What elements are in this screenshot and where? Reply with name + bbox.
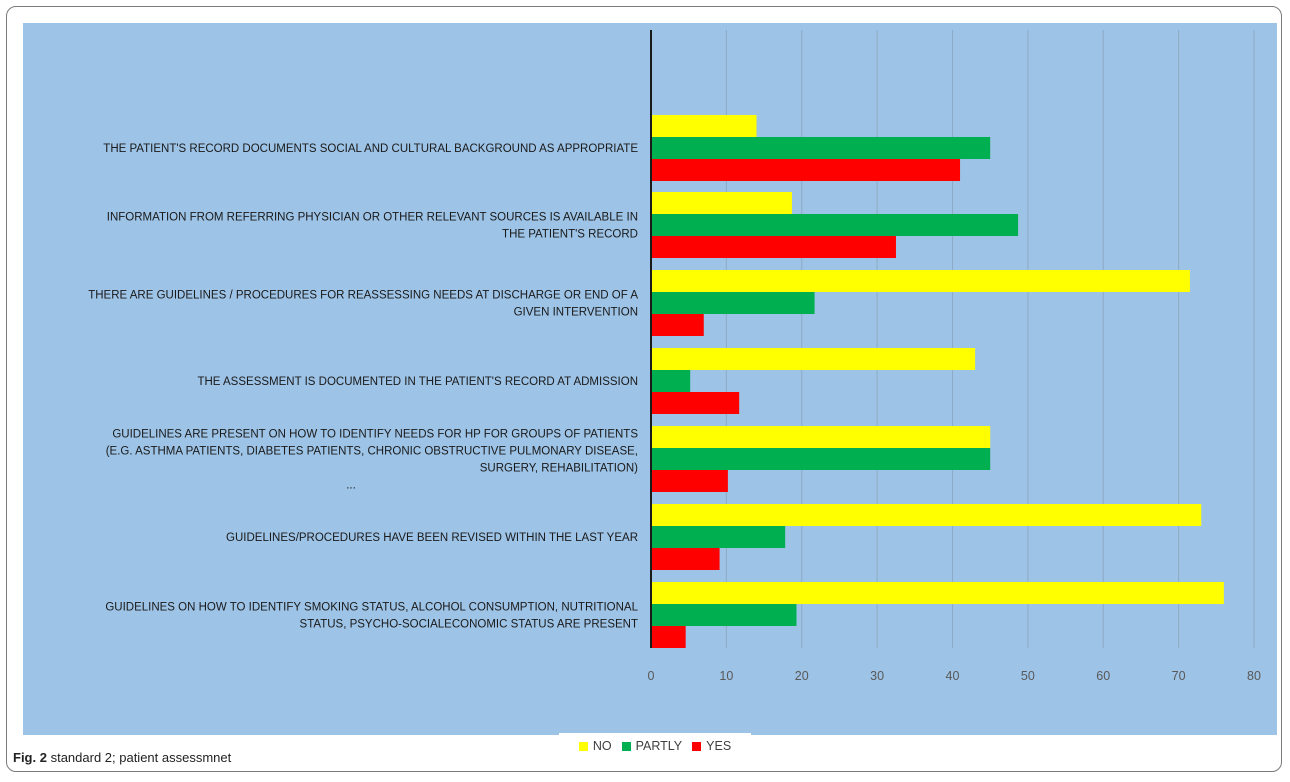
category-label: THERE ARE GUIDELINES / PROCEDURES FOR RE… [88, 290, 638, 319]
bar-partly [651, 292, 815, 314]
category-labels: THE PATIENT'S RECORD DOCUMENTS SOCIAL AN… [88, 143, 638, 631]
legend-swatch-yes [692, 741, 702, 751]
bar-no [651, 582, 1224, 604]
bar-yes [651, 470, 728, 492]
legend-item-no: NO [578, 739, 612, 753]
bar-partly [651, 448, 991, 470]
bar-partly [651, 526, 786, 548]
legend: NO PARTLY YES [559, 733, 751, 759]
x-tick-label: 30 [870, 669, 884, 683]
legend-label-no: NO [592, 739, 612, 753]
bar-no [651, 115, 757, 137]
x-tick-label: 50 [1021, 669, 1035, 683]
figure-caption: Fig. 2 standard 2; patient assessmnet [13, 750, 231, 765]
bar-partly [651, 214, 1019, 236]
bar-yes [651, 159, 961, 181]
category-label: THE PATIENT'S RECORD DOCUMENTS SOCIAL AN… [103, 143, 638, 155]
x-tick-label: 60 [1096, 669, 1110, 683]
bar-no [651, 348, 976, 370]
bar-yes [651, 236, 896, 258]
bar-yes [651, 548, 720, 570]
bar-no [651, 426, 991, 448]
category-label: THE ASSESSMENT IS DOCUMENTED IN THE PATI… [197, 376, 638, 388]
category-label: GUIDELINES ON HOW TO IDENTIFY SMOKING ST… [105, 602, 638, 631]
bars [651, 115, 1224, 648]
category-label: INFORMATION FROM REFERRING PHYSICIAN OR … [107, 212, 638, 241]
x-tick-label: 10 [719, 669, 733, 683]
x-tick-label: 70 [1172, 669, 1186, 683]
bar-partly [651, 604, 797, 626]
x-tick-label: 40 [946, 669, 960, 683]
legend-label-partly: PARTLY [635, 739, 683, 753]
x-tick-label: 80 [1247, 669, 1261, 683]
category-label: GUIDELINES ARE PRESENT ON HOW TO IDENTIF… [106, 429, 639, 492]
bar-partly [651, 370, 691, 392]
x-tick-labels: 0 10 20 30 40 50 60 70 80 [648, 669, 1261, 683]
legend-swatch-partly [621, 741, 631, 751]
legend-swatch-no [578, 741, 588, 751]
bar-no [651, 504, 1202, 526]
legend-label-yes: YES [706, 739, 732, 753]
bar-partly [651, 137, 991, 159]
bar-yes [651, 626, 686, 648]
legend-item-partly: PARTLY [621, 739, 683, 753]
caption-text: standard 2; patient assessmnet [50, 750, 232, 765]
bar-no [651, 270, 1190, 292]
category-label: GUIDELINES/PROCEDURES HAVE BEEN REVISED … [226, 532, 638, 544]
legend-item-yes: YES [692, 739, 731, 753]
bar-no [651, 192, 792, 214]
bar-yes [651, 392, 740, 414]
x-tick-label: 20 [795, 669, 809, 683]
grid-lines [725, 30, 1255, 648]
caption-label: Fig. 2 [13, 750, 47, 765]
x-tick-label: 0 [648, 669, 655, 683]
bar-yes [651, 314, 704, 336]
